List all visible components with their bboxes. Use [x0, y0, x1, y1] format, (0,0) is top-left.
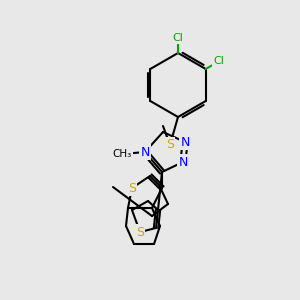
Text: N: N — [178, 155, 188, 169]
Text: Cl: Cl — [172, 33, 183, 43]
Text: S: S — [128, 182, 136, 194]
Text: Cl: Cl — [213, 56, 224, 67]
Text: S: S — [136, 226, 144, 238]
Text: N: N — [180, 136, 190, 148]
Text: S: S — [166, 139, 174, 152]
Text: CH₃: CH₃ — [112, 149, 132, 159]
Text: N: N — [140, 146, 150, 158]
